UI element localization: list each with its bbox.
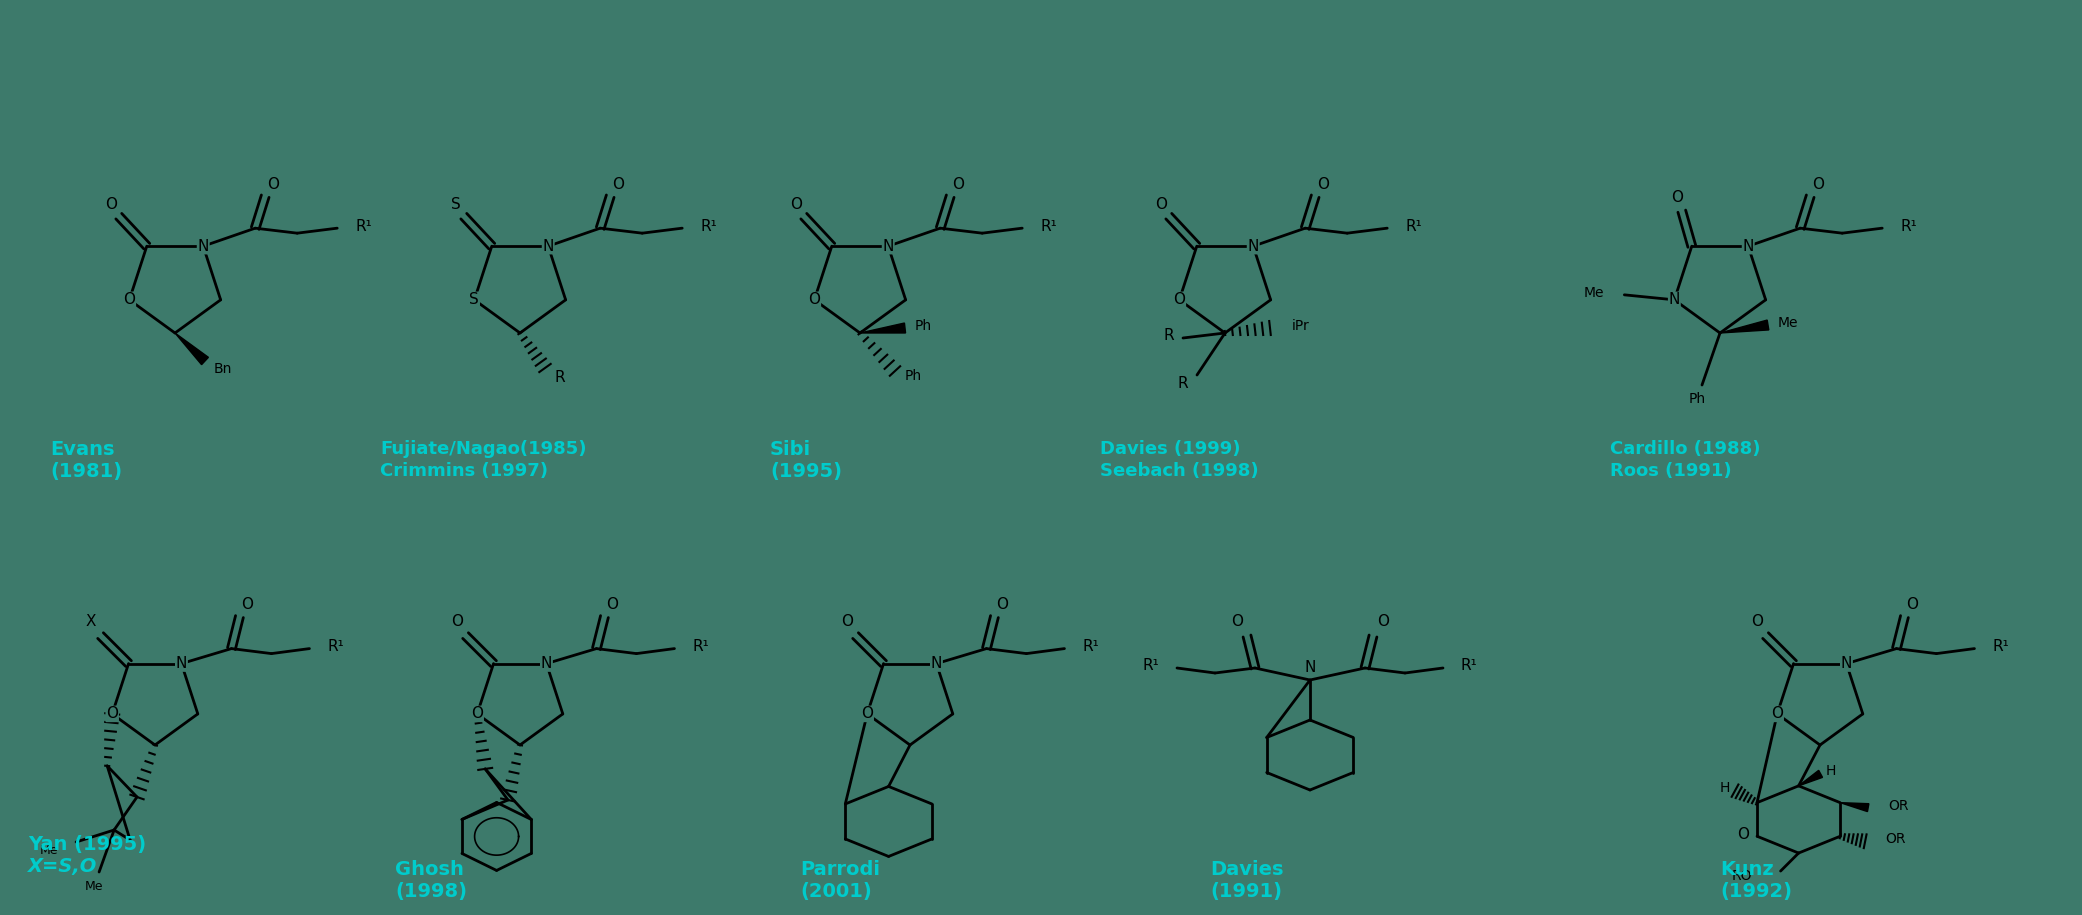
Text: O: O (123, 292, 135, 307)
Text: O: O (1156, 197, 1166, 211)
Text: Davies (1999): Davies (1999) (1099, 440, 1241, 458)
Text: (1992): (1992) (1720, 882, 1793, 901)
Text: R¹: R¹ (356, 219, 373, 233)
Text: Ph: Ph (914, 319, 931, 333)
Text: X=S,O: X=S,O (27, 857, 98, 876)
Text: Fujiate/Nagao(1985): Fujiate/Nagao(1985) (381, 440, 587, 458)
Text: O: O (1736, 827, 1749, 842)
Text: S: S (468, 292, 479, 307)
Text: Cardillo (1988): Cardillo (1988) (1609, 440, 1761, 458)
Text: O: O (1670, 189, 1682, 205)
Text: Crimmins (1997): Crimmins (1997) (381, 462, 548, 480)
Text: Seebach (1998): Seebach (1998) (1099, 462, 1260, 480)
Text: O: O (452, 614, 464, 630)
Text: O: O (266, 177, 279, 191)
Text: R¹: R¹ (1901, 219, 1918, 233)
Text: O: O (106, 706, 119, 721)
Text: (1991): (1991) (1210, 882, 1283, 901)
Text: O: O (1174, 292, 1185, 307)
Text: OR: OR (1884, 833, 1905, 846)
Text: H: H (1826, 764, 1836, 778)
Text: R¹: R¹ (1143, 659, 1160, 673)
Text: O: O (862, 706, 872, 721)
Text: H: H (1720, 780, 1730, 794)
Text: S: S (452, 197, 460, 211)
Text: O: O (1318, 177, 1328, 191)
Text: R: R (554, 371, 566, 385)
Text: Bn: Bn (214, 362, 233, 376)
Text: O: O (1772, 706, 1782, 721)
Text: R¹: R¹ (327, 639, 344, 654)
Text: R¹: R¹ (693, 639, 710, 654)
Polygon shape (175, 333, 208, 365)
Text: O: O (1907, 597, 1918, 612)
Text: N: N (541, 656, 552, 671)
Text: N: N (198, 239, 208, 253)
Text: O: O (606, 597, 618, 612)
Text: R¹: R¹ (1083, 639, 1099, 654)
Text: R¹: R¹ (1041, 219, 1058, 233)
Text: Me: Me (1778, 316, 1799, 330)
Text: N: N (931, 656, 943, 671)
Text: Roos (1991): Roos (1991) (1609, 462, 1732, 480)
Text: Evans: Evans (50, 440, 115, 459)
Text: X: X (85, 614, 96, 630)
Text: N: N (543, 239, 554, 253)
Text: O: O (104, 197, 117, 211)
Text: Me: Me (40, 844, 58, 856)
Text: R: R (1178, 375, 1189, 391)
Text: Me: Me (1584, 285, 1605, 300)
Text: R¹: R¹ (1992, 639, 2009, 654)
Polygon shape (1840, 802, 1870, 812)
Text: N: N (1247, 239, 1260, 253)
Polygon shape (860, 323, 906, 333)
Text: O: O (1751, 614, 1763, 630)
Text: R¹: R¹ (1462, 659, 1478, 673)
Text: O: O (841, 614, 854, 630)
Text: O: O (471, 706, 483, 721)
Text: RO: RO (1732, 869, 1753, 883)
Text: O: O (951, 177, 964, 191)
Text: N: N (883, 239, 893, 253)
Text: R¹: R¹ (700, 219, 716, 233)
Text: Ph: Ph (1689, 392, 1705, 406)
Text: (2001): (2001) (799, 882, 872, 901)
Text: Yan (1995): Yan (1995) (27, 835, 146, 854)
Text: O: O (1811, 177, 1824, 191)
Text: Ghosh: Ghosh (396, 860, 464, 879)
Text: Sibi: Sibi (770, 440, 812, 459)
Text: O: O (242, 597, 254, 612)
Text: O: O (1230, 615, 1243, 630)
Text: O: O (789, 197, 802, 211)
Text: (1998): (1998) (396, 882, 466, 901)
Polygon shape (1720, 320, 1770, 333)
Text: Kunz: Kunz (1720, 860, 1774, 879)
Text: O: O (808, 292, 820, 307)
Text: Davies: Davies (1210, 860, 1283, 879)
Text: iPr: iPr (1293, 319, 1310, 333)
Polygon shape (1799, 770, 1822, 786)
Text: N: N (1743, 239, 1753, 253)
Text: R¹: R¹ (1405, 219, 1422, 233)
Text: O: O (1376, 615, 1389, 630)
Text: Ph: Ph (904, 369, 922, 383)
Text: N: N (1840, 656, 1853, 671)
Text: Parrodi: Parrodi (799, 860, 881, 879)
Text: R: R (1164, 328, 1174, 343)
Text: Me: Me (85, 879, 104, 892)
Text: (1995): (1995) (770, 462, 841, 481)
Text: (1981): (1981) (50, 462, 123, 481)
Text: OR: OR (1888, 799, 1909, 813)
Text: O: O (612, 177, 625, 191)
Text: N: N (175, 656, 187, 671)
Text: N: N (1303, 661, 1316, 675)
Text: O: O (997, 597, 1008, 612)
Text: N: N (1668, 292, 1680, 307)
